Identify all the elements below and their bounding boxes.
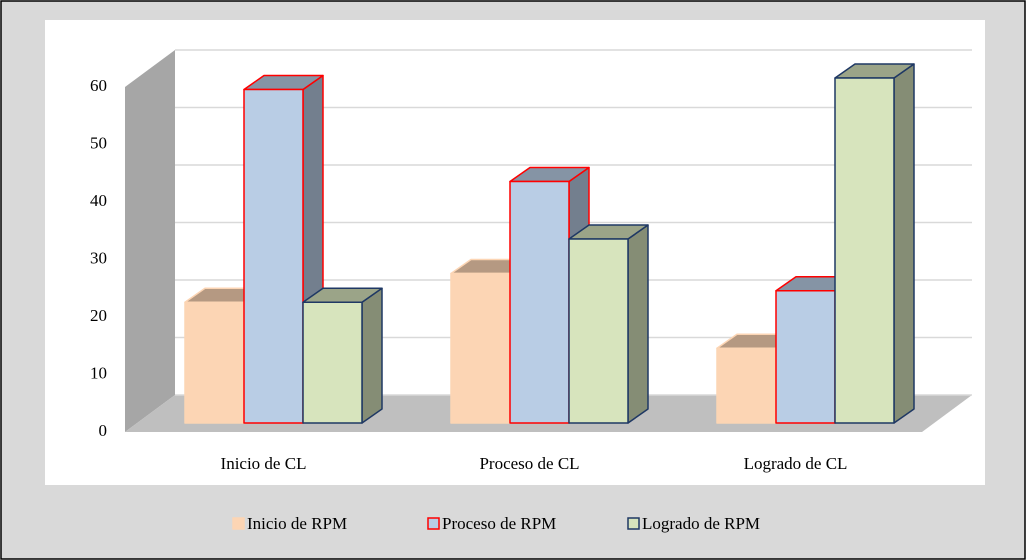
legend-label: Logrado de RPM bbox=[642, 514, 760, 533]
side-wall bbox=[125, 50, 175, 432]
y-tick-label: 20 bbox=[90, 306, 107, 325]
x-tick-label: Proceso de CL bbox=[479, 454, 579, 473]
bar bbox=[568, 224, 649, 424]
bar-front bbox=[450, 272, 511, 424]
bar bbox=[834, 63, 915, 424]
bar-front bbox=[834, 77, 895, 424]
bar-front bbox=[302, 301, 363, 424]
y-tick-label: 50 bbox=[90, 133, 107, 152]
bar-front bbox=[568, 238, 629, 424]
x-tick-label: Logrado de CL bbox=[744, 454, 848, 473]
y-tick-label: 30 bbox=[90, 248, 107, 267]
y-tick-label: 60 bbox=[90, 76, 107, 95]
y-tick-label: 10 bbox=[90, 363, 107, 382]
bar-front bbox=[243, 88, 304, 424]
bar-side bbox=[627, 224, 649, 424]
bar-front bbox=[184, 301, 245, 424]
legend-label: Inicio de RPM bbox=[247, 514, 347, 533]
legend-swatch bbox=[627, 517, 640, 530]
bar-side bbox=[361, 287, 383, 424]
bar-front bbox=[775, 290, 836, 424]
y-tick-label: 0 bbox=[99, 421, 108, 440]
legend-swatch bbox=[427, 517, 440, 530]
legend-label: Proceso de RPM bbox=[442, 514, 556, 533]
bar-side bbox=[893, 63, 915, 424]
bar bbox=[302, 287, 383, 424]
legend-swatch bbox=[232, 517, 245, 530]
bar-front bbox=[509, 180, 570, 424]
bar-front bbox=[716, 347, 777, 424]
x-tick-label: Inicio de CL bbox=[221, 454, 307, 473]
y-tick-label: 40 bbox=[90, 191, 107, 210]
